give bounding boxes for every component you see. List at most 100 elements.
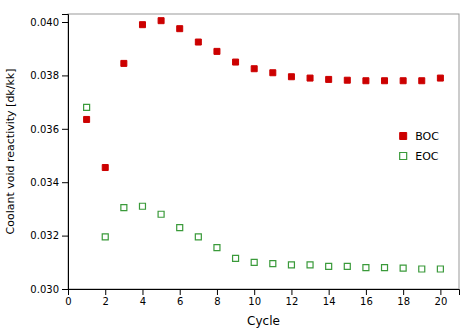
point bbox=[233, 255, 239, 261]
point bbox=[344, 263, 350, 269]
legend-marker bbox=[400, 133, 407, 140]
point bbox=[363, 78, 369, 84]
point bbox=[177, 26, 183, 32]
point bbox=[382, 265, 388, 271]
axis-line bbox=[69, 290, 460, 296]
tick: 6 bbox=[177, 289, 183, 307]
tick-mark bbox=[291, 289, 292, 295]
tick-mark bbox=[62, 289, 68, 290]
tick: 8 bbox=[214, 289, 220, 307]
plot-frame bbox=[68, 14, 459, 289]
tick: 18 bbox=[397, 289, 410, 307]
tick: 0.040 bbox=[30, 17, 68, 28]
tick: 10 bbox=[248, 289, 261, 307]
legend-marker bbox=[400, 153, 407, 160]
y-axis-title: Coolant void reactivity [dk/kk] bbox=[4, 69, 17, 235]
point bbox=[214, 245, 220, 251]
tick-mark bbox=[142, 289, 143, 295]
point bbox=[419, 78, 425, 84]
point bbox=[437, 75, 443, 81]
tick-mark bbox=[180, 289, 181, 295]
point bbox=[195, 39, 201, 45]
point bbox=[84, 104, 90, 110]
point bbox=[307, 262, 313, 268]
tick-label: 0.036 bbox=[30, 124, 59, 135]
tick-label: 16 bbox=[360, 296, 373, 307]
tick-mark bbox=[217, 289, 218, 295]
point bbox=[363, 265, 369, 271]
point bbox=[214, 48, 220, 54]
tick-label: 4 bbox=[140, 296, 146, 307]
point bbox=[177, 225, 183, 231]
point bbox=[251, 259, 257, 265]
point bbox=[288, 262, 294, 268]
tick-label: 0.030 bbox=[30, 284, 59, 295]
tick-label: 2 bbox=[103, 296, 109, 307]
tick-mark bbox=[62, 182, 68, 183]
tick-mark bbox=[62, 236, 68, 237]
x-axis: 0 2 4 6 8 10 12 14 16 18 20 bbox=[65, 289, 459, 307]
tick-label: 10 bbox=[248, 296, 261, 307]
point bbox=[121, 205, 127, 211]
tick: 4 bbox=[140, 289, 146, 307]
point bbox=[270, 70, 276, 76]
point bbox=[102, 165, 108, 171]
tick: 0.030 bbox=[30, 284, 68, 295]
point bbox=[400, 78, 406, 84]
point bbox=[307, 75, 313, 81]
y-axis: 0.030 0.032 0.034 0.036 0.038 0.040 bbox=[30, 15, 68, 295]
tick: 0.032 bbox=[30, 230, 68, 241]
point bbox=[102, 234, 108, 240]
tick: 0.038 bbox=[30, 70, 68, 81]
point bbox=[195, 234, 201, 240]
series bbox=[84, 18, 444, 171]
tick-label: 0.038 bbox=[30, 70, 59, 81]
tick-label: 0 bbox=[65, 296, 71, 307]
point bbox=[139, 203, 145, 209]
tick-label: 12 bbox=[286, 296, 299, 307]
tick: 2 bbox=[103, 289, 109, 307]
tick-mark bbox=[105, 289, 106, 295]
x-axis-title: Cycle bbox=[247, 314, 280, 328]
tick-label: 18 bbox=[397, 296, 410, 307]
point bbox=[326, 76, 332, 82]
legend-item: EOC bbox=[400, 150, 439, 163]
point bbox=[84, 116, 90, 122]
series bbox=[84, 104, 444, 272]
tick-mark bbox=[62, 129, 68, 130]
tick-mark bbox=[366, 289, 367, 295]
tick-mark bbox=[62, 22, 68, 23]
plot-area: 024681012141618200.0300.0320.0340.0360.0… bbox=[30, 14, 459, 307]
point bbox=[344, 77, 350, 83]
legend: BOC EOC bbox=[400, 130, 440, 163]
point bbox=[251, 66, 257, 72]
point bbox=[326, 263, 332, 269]
point bbox=[158, 211, 164, 217]
point bbox=[419, 266, 425, 272]
tick-mark bbox=[254, 289, 255, 295]
marks bbox=[84, 18, 444, 272]
tick-label: 8 bbox=[214, 296, 220, 307]
tick: 14 bbox=[323, 289, 336, 307]
legend-label: EOC bbox=[415, 150, 439, 163]
axis-line bbox=[62, 15, 69, 290]
tick-mark bbox=[440, 289, 441, 295]
tick-label: 0.040 bbox=[30, 17, 59, 28]
tick-mark bbox=[62, 75, 68, 76]
tick: 0.036 bbox=[30, 124, 68, 135]
tick: 16 bbox=[360, 289, 373, 307]
point bbox=[382, 78, 388, 84]
point bbox=[158, 18, 164, 24]
legend-item: BOC bbox=[400, 130, 440, 143]
tick-mark bbox=[329, 289, 330, 295]
legend-label: BOC bbox=[415, 130, 439, 143]
point bbox=[400, 265, 406, 271]
tick: 0.034 bbox=[30, 177, 68, 188]
tick: 12 bbox=[286, 289, 299, 307]
chart: 024681012141618200.0300.0320.0340.0360.0… bbox=[0, 0, 473, 333]
tick-label: 6 bbox=[177, 296, 183, 307]
tick-label: 0.034 bbox=[30, 177, 59, 188]
tick: 20 bbox=[435, 289, 448, 307]
point bbox=[270, 261, 276, 267]
tick-label: 0.032 bbox=[30, 230, 59, 241]
